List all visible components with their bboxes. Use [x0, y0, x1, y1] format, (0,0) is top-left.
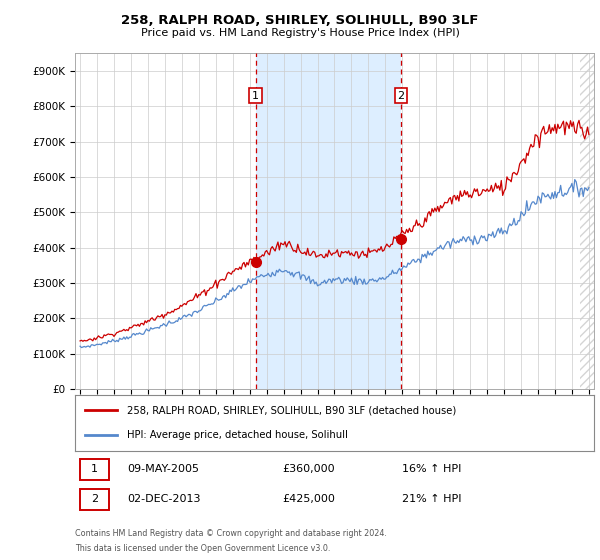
Text: Price paid vs. HM Land Registry's House Price Index (HPI): Price paid vs. HM Land Registry's House …	[140, 28, 460, 38]
FancyBboxPatch shape	[80, 488, 109, 510]
Text: 2: 2	[91, 494, 98, 504]
Text: 2: 2	[397, 91, 404, 101]
Text: £425,000: £425,000	[283, 494, 335, 504]
FancyBboxPatch shape	[80, 459, 109, 479]
Text: 1: 1	[91, 464, 98, 474]
Text: HPI: Average price, detached house, Solihull: HPI: Average price, detached house, Soli…	[127, 430, 348, 440]
Text: 21% ↑ HPI: 21% ↑ HPI	[402, 494, 461, 504]
Text: £360,000: £360,000	[283, 464, 335, 474]
Text: 1: 1	[252, 91, 259, 101]
Text: 258, RALPH ROAD, SHIRLEY, SOLIHULL, B90 3LF (detached house): 258, RALPH ROAD, SHIRLEY, SOLIHULL, B90 …	[127, 405, 456, 416]
Text: 09-MAY-2005: 09-MAY-2005	[127, 464, 199, 474]
Text: 16% ↑ HPI: 16% ↑ HPI	[402, 464, 461, 474]
Text: 258, RALPH ROAD, SHIRLEY, SOLIHULL, B90 3LF: 258, RALPH ROAD, SHIRLEY, SOLIHULL, B90 …	[121, 14, 479, 27]
Bar	[256, 53, 401, 389]
Text: Contains HM Land Registry data © Crown copyright and database right 2024.: Contains HM Land Registry data © Crown c…	[75, 529, 387, 538]
Text: This data is licensed under the Open Government Licence v3.0.: This data is licensed under the Open Gov…	[75, 544, 331, 553]
Text: 02-DEC-2013: 02-DEC-2013	[127, 494, 200, 504]
